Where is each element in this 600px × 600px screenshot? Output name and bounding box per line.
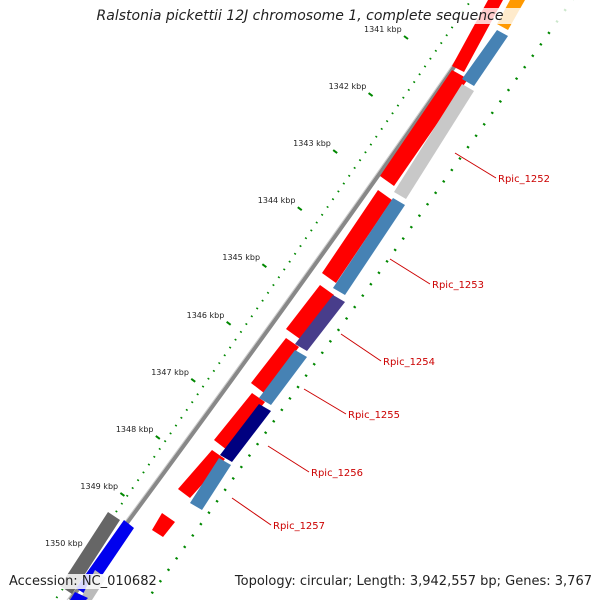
kbp-tick-mark	[226, 320, 232, 326]
kbp-tick-label: 1345 kbp	[222, 253, 260, 262]
accession-label: Accession: NC_010682	[9, 574, 157, 589]
kbp-tick-mark	[367, 92, 374, 97]
kbp-tick-label: 1348 kbp	[116, 425, 154, 434]
cds-block	[286, 285, 334, 339]
gene-leader-line	[340, 333, 382, 362]
gene-label: Rpic_1256	[311, 468, 363, 479]
feature-block-darkgray	[60, 512, 120, 594]
genome-summary: Topology: circular; Length: 3,942,557 bp…	[234, 574, 592, 589]
gene-leader-line	[454, 152, 497, 179]
feature-block-blue	[333, 198, 405, 295]
backbone-ring	[68, 0, 502, 600]
gene-label: Rpic_1253	[432, 280, 484, 291]
feature-block-purple	[295, 295, 345, 351]
cds-block	[322, 190, 392, 283]
kbp-tick-label: 1350 kbp	[45, 539, 83, 548]
kbp-tick-label: 1342 kbp	[329, 82, 367, 91]
gene-leader-line	[231, 497, 272, 526]
kbp-tick-mark	[261, 263, 267, 269]
kbp-tick-label: 1346 kbp	[187, 311, 225, 320]
feature-track	[190, 0, 525, 510]
kbp-tick-label: 1349 kbp	[80, 482, 118, 491]
kbp-tick-label: 1347 kbp	[151, 368, 189, 377]
kbp-tick-mark	[119, 492, 126, 497]
gene-label: Rpic_1252	[498, 174, 550, 185]
kbp-ticks: 1341 kbp 1342 kbp 1343 kbp 1344 kbp 1345 kbp…	[45, 25, 409, 554]
outer-dotted-ring	[54, 0, 473, 600]
feature-block-blue	[462, 30, 508, 86]
gene-leader-line	[267, 445, 310, 473]
kbp-tick-label: 1341 kbp	[364, 25, 402, 34]
cds-block	[251, 338, 299, 393]
kbp-tick-mark	[332, 149, 338, 154]
gene-leader-line	[303, 388, 347, 415]
feature-block-gray	[394, 84, 474, 199]
cds-block	[380, 70, 468, 186]
gene-leader-line	[389, 258, 431, 285]
kbp-tick-label: 1343 kbp	[293, 139, 331, 148]
gene-label: Rpic_1255	[348, 410, 400, 421]
cds-block	[214, 393, 265, 450]
map-title: Ralstonia pickettii 12J chromosome 1, co…	[0, 8, 600, 24]
kbp-tick-mark	[155, 435, 161, 440]
gene-label: Rpic_1257	[273, 521, 325, 532]
cds-track	[152, 0, 503, 537]
gene-labels: Rpic_1252 Rpic_1253 Rpic_1254 Rpic_1255 …	[273, 174, 550, 532]
kbp-tick-mark	[403, 35, 409, 40]
kbp-tick-label: 1344 kbp	[258, 196, 296, 205]
feature-block-blue	[259, 350, 307, 405]
feature-block-navy	[220, 404, 271, 462]
gene-leaders	[231, 152, 497, 526]
feature-block-blue	[190, 458, 231, 510]
cds-block	[178, 450, 225, 498]
kbp-tick-mark	[297, 206, 303, 211]
backbone-ring-highlight	[66, 0, 498, 600]
feature-block-blue-dark	[70, 592, 88, 600]
kbp-tick-mark	[190, 378, 196, 383]
gene-label: Rpic_1254	[383, 357, 435, 368]
cds-block	[152, 513, 175, 537]
